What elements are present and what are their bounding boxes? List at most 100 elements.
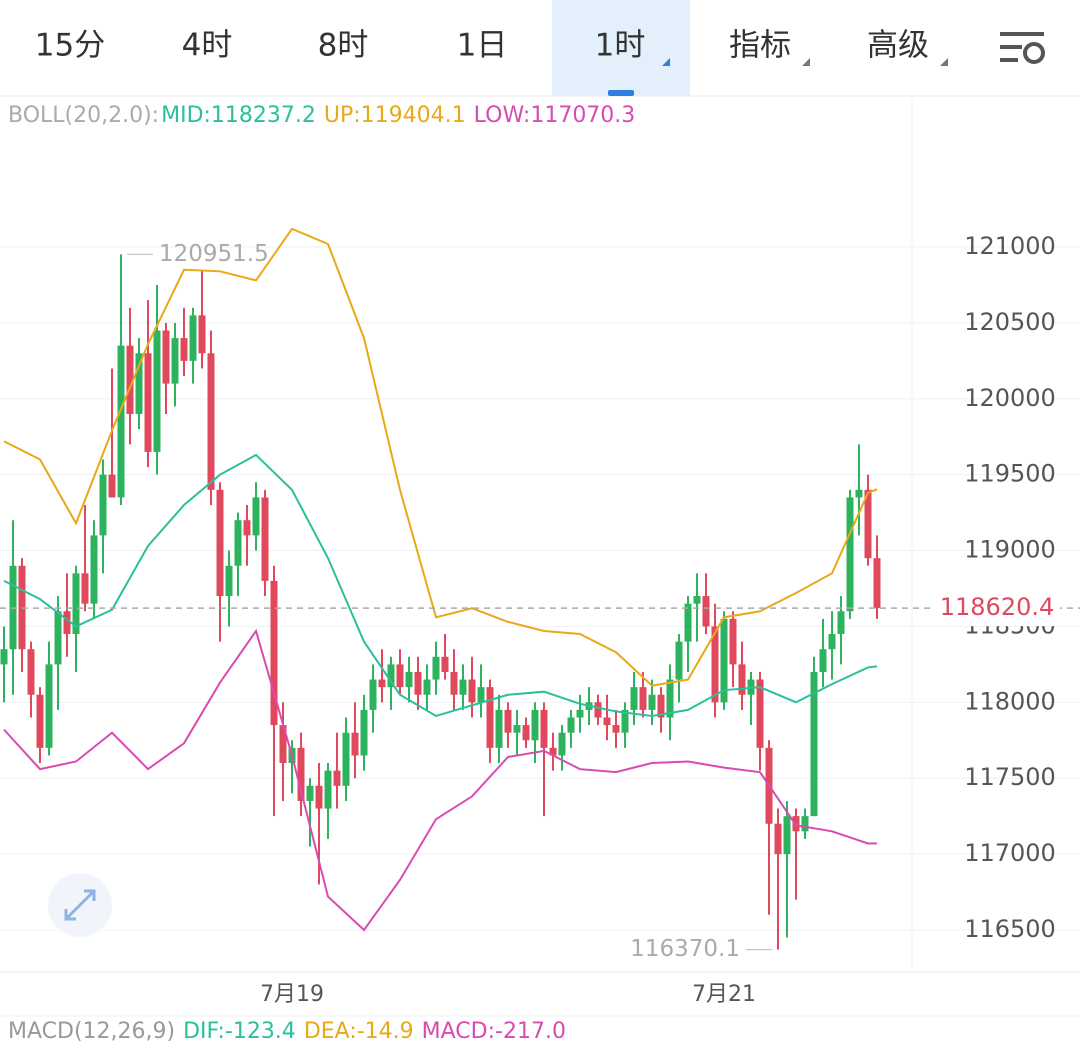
candle-body	[189, 315, 197, 361]
candle-body	[567, 717, 575, 733]
candle-body	[162, 330, 170, 384]
candle-body	[153, 330, 161, 452]
tab[interactable]: 1时	[595, 28, 646, 64]
y-tick-label: 117500	[964, 763, 1056, 791]
candle-body	[504, 709, 512, 733]
candle-body	[270, 580, 278, 726]
legend-entry: UP:119404.1	[324, 103, 466, 128]
candle-body	[531, 709, 539, 741]
candle-body	[729, 618, 737, 665]
candle-body	[234, 520, 242, 566]
candle-body	[576, 709, 584, 718]
candle-body	[612, 725, 620, 733]
high-annotation: 120951.5	[159, 241, 269, 267]
macd-value: DIF:-123.4	[183, 1019, 296, 1044]
candle-body	[549, 747, 557, 756]
candle-body	[540, 709, 548, 748]
candle-body	[603, 717, 611, 726]
active-tab-bg	[552, 0, 690, 96]
candle-body	[720, 618, 728, 703]
candle-body	[81, 573, 89, 604]
y-tick-label: 117000	[964, 839, 1056, 867]
boll-legend: BOLL(20,2.0):MID:118237.2 UP:119404.1 LOW:…	[8, 103, 635, 128]
candle-body	[171, 338, 179, 384]
tab[interactable]: 8时	[318, 28, 369, 64]
candle-body	[738, 664, 746, 695]
tab[interactable]: 高级	[867, 28, 929, 64]
boll-line	[3, 227, 878, 687]
candle-body	[54, 611, 62, 665]
settings-icon[interactable]	[1000, 32, 1045, 64]
legend-entry: LOW:117070.3	[474, 103, 636, 128]
legend-entry: MID:118237.2	[161, 103, 316, 128]
tab[interactable]: 1日	[457, 28, 508, 64]
candle-body	[702, 596, 710, 627]
candle-body	[99, 474, 107, 536]
active-tab-marker	[608, 90, 634, 96]
candle-body	[441, 656, 449, 672]
candle-body	[684, 603, 692, 642]
candle-body	[558, 732, 566, 756]
candle-body	[72, 573, 80, 635]
dropdown-caret	[662, 58, 670, 66]
last-price-bg	[930, 590, 1060, 627]
candle-body	[837, 611, 845, 635]
candle-body	[855, 489, 863, 498]
low-annotation: 116370.1	[630, 936, 740, 962]
candle-body	[621, 709, 629, 733]
macd-legend: MACD(12,26,9) DIF:-123.4 DEA:-14.9 MACD:-21…	[8, 1019, 566, 1044]
candle-body	[423, 679, 431, 695]
candle-body	[126, 345, 134, 414]
dropdown-caret	[940, 58, 948, 66]
tab[interactable]: 15分	[35, 28, 105, 64]
candle-body	[468, 679, 476, 703]
candle-body	[36, 694, 44, 748]
candle-body	[405, 671, 413, 688]
macd-label: MACD(12,26,9)	[8, 1019, 175, 1044]
candle-body	[432, 656, 440, 680]
candle-body	[666, 679, 674, 718]
boll-line	[3, 628, 878, 932]
boll-line	[3, 453, 878, 718]
candle-body	[495, 709, 503, 748]
candle-body	[117, 345, 125, 498]
candle-body	[486, 687, 494, 748]
expand-button[interactable]	[48, 873, 112, 937]
candle-body	[378, 679, 386, 688]
candle-body	[828, 634, 836, 650]
x-tick-label: 7月21	[692, 982, 756, 1007]
y-tick-label: 121000	[964, 232, 1056, 260]
x-tick-label: 7月19	[260, 982, 324, 1007]
macd-value: DEA:-14.9	[304, 1019, 414, 1044]
candle-body	[297, 747, 305, 801]
candle-body	[351, 732, 359, 756]
candle-body	[675, 641, 683, 680]
candle-body	[0, 649, 8, 665]
candle-body	[783, 816, 791, 855]
candle-body	[108, 474, 116, 498]
y-tick-label: 119500	[964, 460, 1056, 488]
candle-body	[207, 353, 215, 490]
tab[interactable]: 4时	[182, 28, 233, 64]
candle-body	[873, 558, 881, 609]
candle-body	[360, 709, 368, 756]
candle-body	[90, 535, 98, 604]
tab[interactable]: 指标	[729, 28, 791, 64]
candle-body	[306, 785, 314, 801]
candle-body	[396, 664, 404, 688]
candle-body	[63, 611, 71, 635]
y-tick-label: 120000	[964, 384, 1056, 412]
candle-body	[513, 725, 521, 733]
y-tick-label: 118000	[964, 687, 1056, 715]
macd-value: MACD:-217.0	[422, 1019, 566, 1044]
candle-body	[252, 497, 260, 536]
candle-body	[225, 565, 233, 597]
candle-body	[180, 338, 188, 361]
candle-body	[864, 489, 872, 559]
candle-body	[756, 679, 764, 748]
candle-body	[648, 694, 656, 710]
y-tick-label: 120500	[964, 308, 1056, 336]
candle-body	[144, 353, 152, 452]
candle-body	[657, 694, 665, 718]
